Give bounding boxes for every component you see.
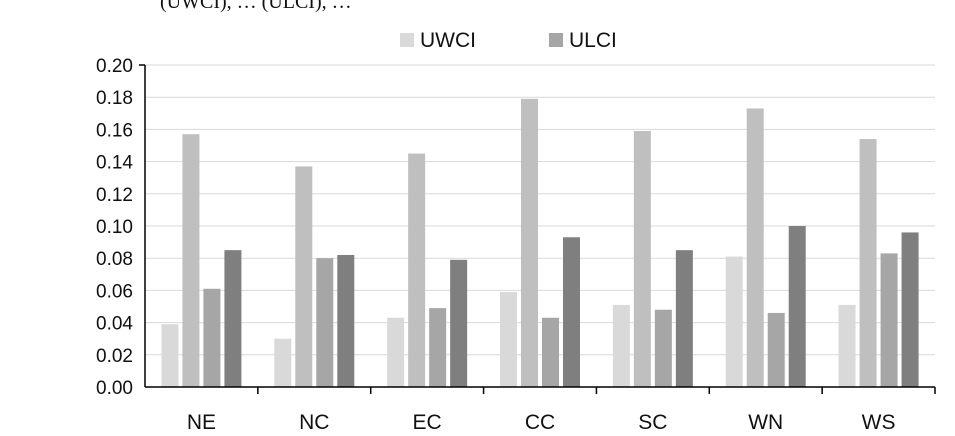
bar-ws-2 (859, 139, 877, 387)
bar-ws-4 (901, 232, 919, 387)
bar-sc-2 (633, 131, 651, 387)
cropped-caption-text: (UWCI), … (ULCI), … (160, 0, 352, 13)
bars (161, 98, 919, 387)
bar-ec-1 (387, 317, 405, 387)
bar-ws-1 (838, 304, 856, 387)
x-category-label: CC (525, 411, 555, 434)
bar-cc-1 (500, 292, 517, 387)
y-tick-labels: 0.00 0.02 0.04 0.06 0.08 0.10 0.12 0.14 0.16 0.18… (96, 56, 133, 399)
x-category-label: NE (187, 411, 216, 434)
bar-cc-2 (521, 98, 538, 387)
bar-nc-1 (274, 338, 292, 387)
x-category-label: WS (862, 411, 896, 434)
cropped-caption: (UWCI), … (ULCI), … (0, 0, 955, 14)
legend: UWCI ULCI (400, 29, 617, 52)
legend-label: UWCI (420, 29, 476, 52)
bar-nc-2 (295, 166, 313, 387)
bar-cc-3 (542, 317, 559, 387)
bar-ec-4 (450, 259, 468, 387)
bar-wn-2 (746, 108, 764, 387)
bar-wn-4 (788, 226, 806, 387)
bar-ne-2 (182, 134, 200, 387)
bar-sc-4 (675, 250, 693, 387)
x-category-labels: NE NC EC CC SC WN WS (187, 411, 896, 434)
bar-wn-3 (767, 312, 785, 387)
y-tick-label: 0.18 (96, 88, 133, 109)
y-tick-label: 0.16 (96, 120, 133, 141)
x-category-label: SC (638, 411, 667, 434)
y-tick-label: 0.06 (96, 281, 133, 302)
bar-wn-1 (725, 256, 743, 387)
y-tick-label: 0.20 (96, 56, 133, 77)
bar-ec-3 (429, 308, 447, 387)
y-tick-label: 0.10 (96, 217, 133, 238)
bar-nc-3 (316, 258, 334, 387)
legend-swatch (549, 33, 563, 47)
bar-ec-2 (408, 153, 426, 387)
y-tick-label: 0.14 (96, 153, 133, 174)
y-tick-label: 0.04 (96, 314, 133, 335)
legend-label: ULCI (569, 29, 617, 52)
bar-ne-1 (161, 324, 179, 387)
bar-sc-1 (612, 304, 630, 387)
bar-sc-3 (654, 309, 672, 387)
x-category-label: NC (299, 411, 329, 434)
bar-ws-3 (880, 253, 898, 387)
y-tick-label: 0.00 (96, 378, 133, 399)
y-tick-label: 0.12 (96, 185, 133, 206)
axes (139, 64, 936, 394)
bar-nc-4 (337, 254, 355, 387)
legend-swatch (400, 33, 414, 47)
x-category-label: WN (748, 411, 783, 434)
bar-ne-4 (224, 250, 242, 387)
bar-ne-3 (203, 288, 221, 387)
gridlines (145, 64, 935, 356)
y-tick-label: 0.02 (96, 346, 133, 367)
bar-cc-4 (563, 237, 580, 387)
x-category-label: EC (413, 411, 442, 434)
y-tick-label: 0.08 (96, 249, 133, 270)
